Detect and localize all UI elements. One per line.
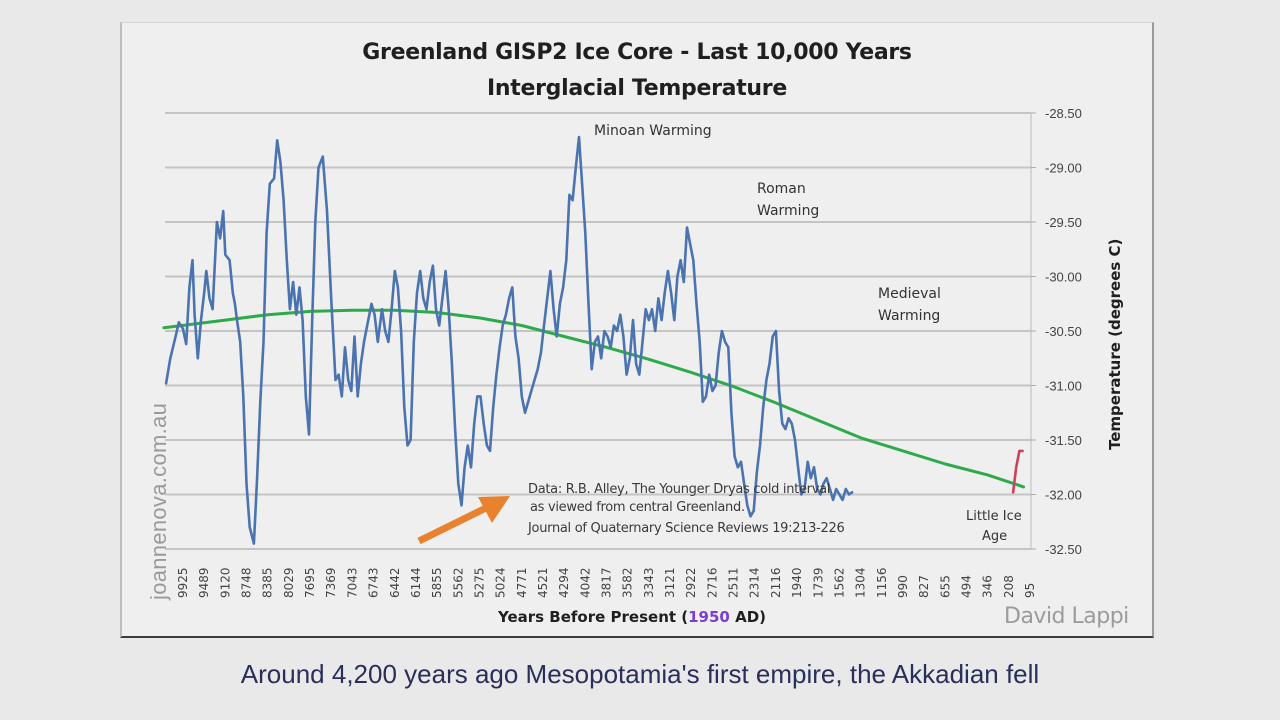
y-tick-label: -30.00 xyxy=(1045,270,1082,285)
x-tick-label: 5855 xyxy=(430,567,444,598)
source-note-line3: Journal of Quaternary Science Reviews 19… xyxy=(528,521,845,536)
x-tick-label: 1739 xyxy=(811,567,825,598)
author-credit: David Lappi xyxy=(1004,604,1129,629)
x-tick-label: 7369 xyxy=(324,567,338,598)
x-tick-label: 2314 xyxy=(748,567,762,598)
x-tick-label: 990 xyxy=(896,575,910,598)
x-axis-label-year: 1950 xyxy=(688,608,730,626)
annotation-roman-line2: Warming xyxy=(757,203,820,219)
source-note-line2: as viewed from central Greenland. xyxy=(530,500,745,515)
y-tick-label: -29.50 xyxy=(1045,215,1082,230)
x-tick-label: 1156 xyxy=(875,567,889,598)
x-tick-label: 2716 xyxy=(705,567,719,598)
x-tick-label: 5275 xyxy=(472,567,486,598)
y-axis-label: Temperature (degrees C) xyxy=(1106,238,1124,450)
x-tick-label: 1304 xyxy=(854,567,868,598)
annotation-little-ice-age-line2: Age xyxy=(982,529,1008,544)
x-tick-label: 8748 xyxy=(240,567,254,598)
annotation-little-ice-age-line1: Little Ice xyxy=(966,509,1022,524)
x-tick-label: 3343 xyxy=(642,567,656,598)
y-tick-label: -31.00 xyxy=(1045,379,1082,394)
x-axis-ticks: 9925 9489 9120 8748 8385 8029 7695 7369 7043 6743… xyxy=(176,567,1037,598)
x-tick-label: 7043 xyxy=(345,567,359,598)
x-tick-label: 4042 xyxy=(578,567,592,598)
x-tick-label: 827 xyxy=(917,575,931,598)
x-tick-label: 4294 xyxy=(557,567,571,598)
y-tick-label: -32.50 xyxy=(1045,542,1082,557)
x-tick-label: 494 xyxy=(959,575,973,598)
x-tick-label: 655 xyxy=(938,575,952,598)
chart-title: Greenland GISP2 Ice Core - Last 10,000 Y… xyxy=(362,40,912,65)
annotation-medieval-line1: Medieval xyxy=(878,286,941,302)
x-tick-label: 8029 xyxy=(282,567,296,598)
x-axis-label-suffix: AD) xyxy=(729,608,767,626)
x-tick-label: 4521 xyxy=(536,567,550,598)
series-line-trend-polynomial-fit- xyxy=(162,308,1026,489)
series-line-modern-warming xyxy=(1011,449,1024,494)
annotation-medieval-line2: Warming xyxy=(878,308,941,324)
x-tick-label: 2922 xyxy=(684,567,698,598)
x-tick-label: 2116 xyxy=(769,567,783,598)
chart-subtitle: Interglacial Temperature xyxy=(487,76,787,101)
x-tick-label: 7695 xyxy=(303,567,317,598)
watermark: joannenova.com.au xyxy=(146,402,171,600)
annotation-minoan: Minoan Warming xyxy=(594,123,712,139)
y-tick-label: -28.50 xyxy=(1045,106,1082,121)
x-axis-label: Years Before Present (1950 AD) xyxy=(120,608,1154,626)
x-tick-label: 9489 xyxy=(197,567,211,598)
y-tick-label: -30.50 xyxy=(1045,324,1082,339)
arrow-head xyxy=(478,496,510,523)
x-axis-label-prefix: Years Before Present ( xyxy=(497,608,689,626)
annotation-roman-line1: Roman xyxy=(757,181,806,197)
slide-caption: Around 4,200 years ago Mesopotamia's fir… xyxy=(240,659,1040,689)
y-tick-label: -29.00 xyxy=(1045,161,1082,176)
series-line-gisp2-temperature xyxy=(164,135,854,545)
x-tick-label: 9120 xyxy=(218,567,232,598)
x-tick-label: 8385 xyxy=(261,567,275,598)
x-tick-label: 1940 xyxy=(790,567,804,598)
series-lines xyxy=(162,135,1026,545)
arrow-icon xyxy=(417,496,510,545)
gridlines xyxy=(165,112,1031,550)
x-tick-label: 95 xyxy=(1023,583,1037,598)
x-tick-label: 5024 xyxy=(494,567,508,598)
x-tick-label: 2511 xyxy=(727,567,741,598)
x-tick-label: 4771 xyxy=(515,567,529,598)
x-tick-label: 6743 xyxy=(367,567,381,598)
x-tick-label: 6442 xyxy=(388,567,402,598)
x-tick-label: 6144 xyxy=(409,567,423,598)
x-tick-label: 3817 xyxy=(600,567,614,598)
x-tick-label: 3121 xyxy=(663,567,677,598)
source-note-line1: Data: R.B. Alley, The Younger Dryas cold… xyxy=(528,482,831,497)
x-tick-label: 1562 xyxy=(832,567,846,598)
y-tick-label: -31.50 xyxy=(1045,433,1082,448)
y-axis-ticks: -28.50 -29.00 -29.50 -30.00 -30.50 -31.00 -31.… xyxy=(1030,106,1082,557)
x-tick-label: 3582 xyxy=(621,567,635,598)
x-tick-label: 9925 xyxy=(176,567,190,598)
y-tick-label: -32.00 xyxy=(1045,488,1082,503)
arrow-shaft xyxy=(417,503,490,545)
x-tick-label: 346 xyxy=(981,575,995,598)
x-tick-label: 5562 xyxy=(451,567,465,598)
x-tick-label: 208 xyxy=(1002,575,1016,598)
